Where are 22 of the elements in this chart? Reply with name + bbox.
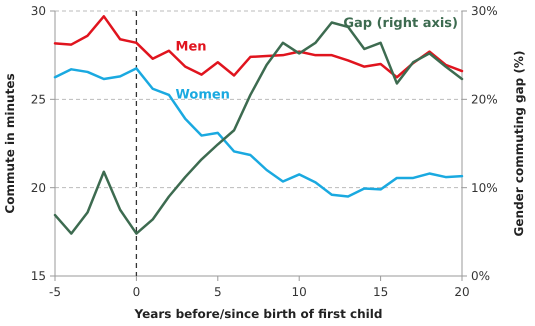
y-tick-label: 30 [30, 4, 46, 18]
x-tick-label: -5 [49, 285, 61, 299]
y-axis-title: Commute in minutes [3, 73, 17, 214]
series-label: Women [176, 88, 230, 103]
y2-tick-label: 0% [471, 269, 490, 284]
y2-tick-label: 20% [471, 92, 498, 107]
x-tick-label: 5 [214, 285, 222, 299]
y-tick-label: 25 [30, 92, 46, 107]
x-tick-label: 10 [292, 285, 307, 299]
series-label: Gap (right axis) [343, 16, 458, 32]
line-series [54, 15, 464, 78]
series-label: Men [176, 40, 207, 55]
y-tick-label: 15 [30, 269, 46, 284]
y-tick-label: 20 [30, 180, 46, 195]
y2-axis-title: Gender commuting gap (%) [512, 50, 526, 236]
x-axis-title: Years before/since birth of first child [134, 307, 382, 321]
x-tick-label: 0 [132, 285, 140, 299]
y2-tick-label: 10% [471, 180, 498, 195]
x-tick-label: 20 [454, 285, 470, 299]
x-tick-label: 15 [372, 285, 388, 299]
y2-tick-label: 30% [471, 4, 498, 18]
line-series [54, 67, 464, 198]
